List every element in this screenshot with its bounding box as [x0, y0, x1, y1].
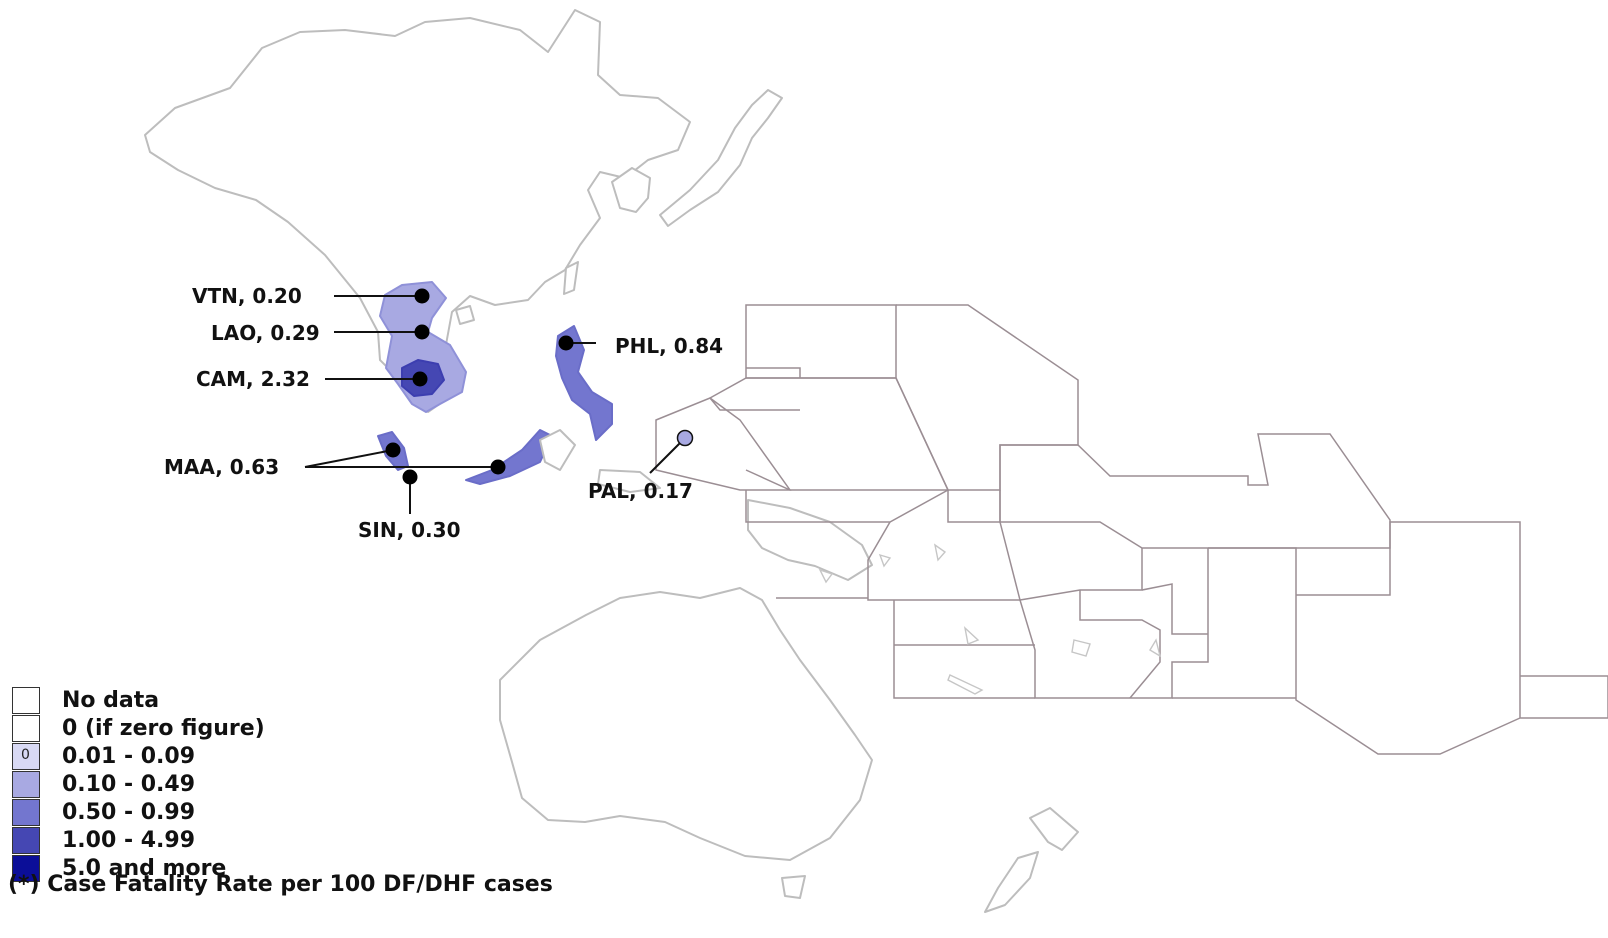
- legend-label: 1.00 - 4.99: [62, 827, 196, 853]
- legend-label: 5.0 and more: [62, 855, 227, 881]
- footnote: (*) Case Fatality Rate per 100 DF/DHF ca…: [8, 872, 553, 897]
- legend-swatch: [12, 854, 40, 882]
- legend-label: 0.10 - 0.49: [62, 771, 196, 797]
- legend-label: 0 (if zero figure): [62, 715, 265, 741]
- legend-item: No data: [12, 686, 265, 714]
- legend-swatch: [12, 826, 40, 854]
- marker-sin: [402, 469, 418, 485]
- new-guinea: [747, 499, 873, 581]
- legend-item: 5.0 and more: [12, 854, 265, 882]
- marker-cam: [412, 371, 428, 387]
- label-sin: SIN, 0.30: [358, 518, 461, 542]
- label-phl: PHL, 0.84: [615, 334, 723, 358]
- marker-maa-peninsula: [385, 442, 401, 458]
- legend-swatch: [12, 770, 40, 798]
- hainan: [455, 305, 475, 325]
- pacific-eez-boundaries: [655, 304, 1608, 755]
- legend: No data 0 (if zero figure) 0 0.01 - 0.09…: [12, 686, 265, 882]
- marker-maa-borneo: [490, 459, 506, 475]
- japan: [659, 89, 783, 227]
- legend-swatch: [12, 714, 40, 742]
- label-maa: MAA, 0.63: [164, 455, 279, 479]
- marker-phl: [558, 335, 574, 351]
- asia-mainland: [144, 9, 691, 413]
- taiwan: [563, 261, 579, 295]
- label-pal: PAL, 0.17: [588, 479, 693, 503]
- legend-item: 0 0.01 - 0.09: [12, 742, 265, 770]
- label-cam: CAM, 2.32: [196, 367, 310, 391]
- marker-pal: [676, 429, 694, 447]
- korea: [611, 167, 651, 213]
- country-phl: [555, 325, 613, 441]
- legend-label: 0.01 - 0.09: [62, 743, 196, 769]
- legend-swatch: [12, 798, 40, 826]
- label-vtn: VTN, 0.20: [192, 284, 302, 308]
- legend-label: 0.50 - 0.99: [62, 799, 196, 825]
- legend-swatch: 0: [12, 742, 40, 770]
- legend-item: 1.00 - 4.99: [12, 826, 265, 854]
- legend-swatch: [12, 686, 40, 714]
- legend-swatch-mark: 0: [21, 746, 30, 763]
- label-lao: LAO, 0.29: [211, 321, 320, 345]
- country-maa-borneo: [465, 429, 553, 485]
- indonesia-islands: [539, 429, 661, 493]
- legend-label: No data: [62, 687, 160, 713]
- pacific-islands: [818, 543, 1162, 695]
- australia: [499, 587, 873, 861]
- tasmania: [781, 875, 806, 899]
- marker-vtn: [414, 288, 430, 304]
- legend-item: 0.50 - 0.99: [12, 798, 265, 826]
- marker-lao: [414, 324, 430, 340]
- new-zealand: [984, 807, 1079, 913]
- legend-item: 0.10 - 0.49: [12, 770, 265, 798]
- legend-item: 0 (if zero figure): [12, 714, 265, 742]
